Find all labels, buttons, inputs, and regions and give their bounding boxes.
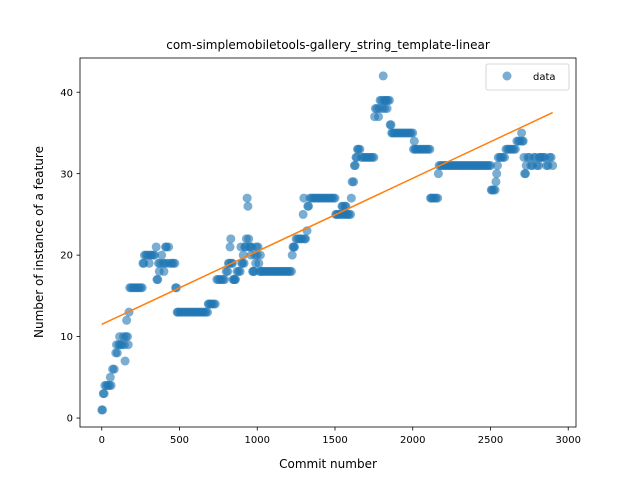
data-point xyxy=(433,193,443,203)
data-point xyxy=(346,209,356,219)
data-point xyxy=(374,112,384,122)
legend: data xyxy=(485,63,570,91)
data-point xyxy=(223,266,233,276)
data-point xyxy=(386,120,396,130)
data-point xyxy=(105,372,115,382)
data-point xyxy=(290,242,300,252)
data-point xyxy=(378,71,388,81)
data-point xyxy=(534,161,544,171)
data-point xyxy=(520,169,530,179)
x-axis: 0 500 1000 1500 2000 2500 3000 xyxy=(99,427,581,446)
data-point xyxy=(112,348,122,358)
data-point xyxy=(99,389,109,399)
data-point xyxy=(286,266,296,276)
data-point xyxy=(225,242,235,252)
x-tick-label: 0 xyxy=(99,435,105,446)
data-point xyxy=(517,128,527,138)
data-point xyxy=(304,201,314,211)
data-point xyxy=(349,177,359,187)
data-point xyxy=(150,250,160,260)
legend-box xyxy=(485,63,570,91)
data-point xyxy=(120,356,130,366)
x-tick-label: 500 xyxy=(170,435,189,446)
data-point xyxy=(106,380,116,390)
data-point xyxy=(490,185,500,195)
data-point xyxy=(330,193,340,203)
data-point xyxy=(492,161,502,171)
data-point xyxy=(433,169,443,179)
data-point xyxy=(254,258,264,268)
data-point xyxy=(153,275,163,285)
y-tick-label: 20 xyxy=(60,251,73,262)
data-point xyxy=(159,266,169,276)
legend-label-data: data xyxy=(533,72,556,83)
data-point xyxy=(137,283,147,293)
data-point xyxy=(164,242,174,252)
data-point xyxy=(491,177,501,187)
data-point xyxy=(548,161,558,171)
data-point xyxy=(546,152,556,162)
data-point xyxy=(425,144,435,154)
y-axis: 0 10 20 30 40 xyxy=(60,88,80,425)
data-point xyxy=(408,128,418,138)
data-point xyxy=(239,258,249,268)
data-point xyxy=(157,250,167,260)
data-point xyxy=(151,242,161,252)
data-point xyxy=(203,307,212,317)
y-tick-label: 10 xyxy=(60,332,73,343)
x-axis-title: Commit number xyxy=(279,457,377,471)
axes-frame xyxy=(79,57,577,428)
data-point xyxy=(346,193,356,203)
data-point xyxy=(123,340,133,350)
data-point xyxy=(226,234,236,244)
data-point xyxy=(210,299,220,309)
data-point xyxy=(518,136,528,146)
data-point xyxy=(255,250,265,260)
data-point xyxy=(382,104,392,113)
data-point xyxy=(298,209,308,219)
fit-line-layer xyxy=(101,111,553,326)
data-point xyxy=(244,234,254,244)
y-tick-label: 30 xyxy=(60,169,73,180)
y-tick-label: 40 xyxy=(60,88,73,99)
data-point xyxy=(122,332,132,342)
x-tick-label: 2500 xyxy=(478,435,503,446)
x-tick-label: 1000 xyxy=(245,435,270,446)
data-point xyxy=(355,144,365,154)
data-point xyxy=(485,161,495,171)
data-point xyxy=(243,201,253,211)
legend-marker xyxy=(502,71,512,81)
data-point xyxy=(384,95,394,105)
data-point xyxy=(409,136,419,146)
data-point xyxy=(369,152,379,162)
data-point xyxy=(242,193,252,203)
x-tick-label: 2000 xyxy=(400,435,425,446)
data-point xyxy=(287,250,297,260)
data-point xyxy=(98,405,108,415)
plot-area xyxy=(97,71,558,415)
fit-line xyxy=(101,111,553,326)
data-point xyxy=(220,275,230,285)
data-point xyxy=(122,315,132,325)
scatter-points xyxy=(97,71,558,415)
data-point xyxy=(144,258,154,268)
data-point xyxy=(350,161,360,171)
x-tick-label: 3000 xyxy=(555,435,580,446)
data-point xyxy=(300,234,310,244)
x-tick-label: 1500 xyxy=(322,435,347,446)
y-axis-title: Number of instance of a feature xyxy=(32,146,46,338)
data-point xyxy=(109,364,119,374)
data-point xyxy=(170,258,180,268)
data-point xyxy=(235,266,245,276)
data-point xyxy=(230,275,240,285)
chart-title: com-simplemobiletools-gallery_string_tem… xyxy=(166,38,490,52)
data-point xyxy=(510,144,520,154)
data-point xyxy=(299,193,309,203)
y-tick-label: 0 xyxy=(67,414,73,425)
data-point xyxy=(499,152,509,162)
data-point xyxy=(492,169,502,179)
